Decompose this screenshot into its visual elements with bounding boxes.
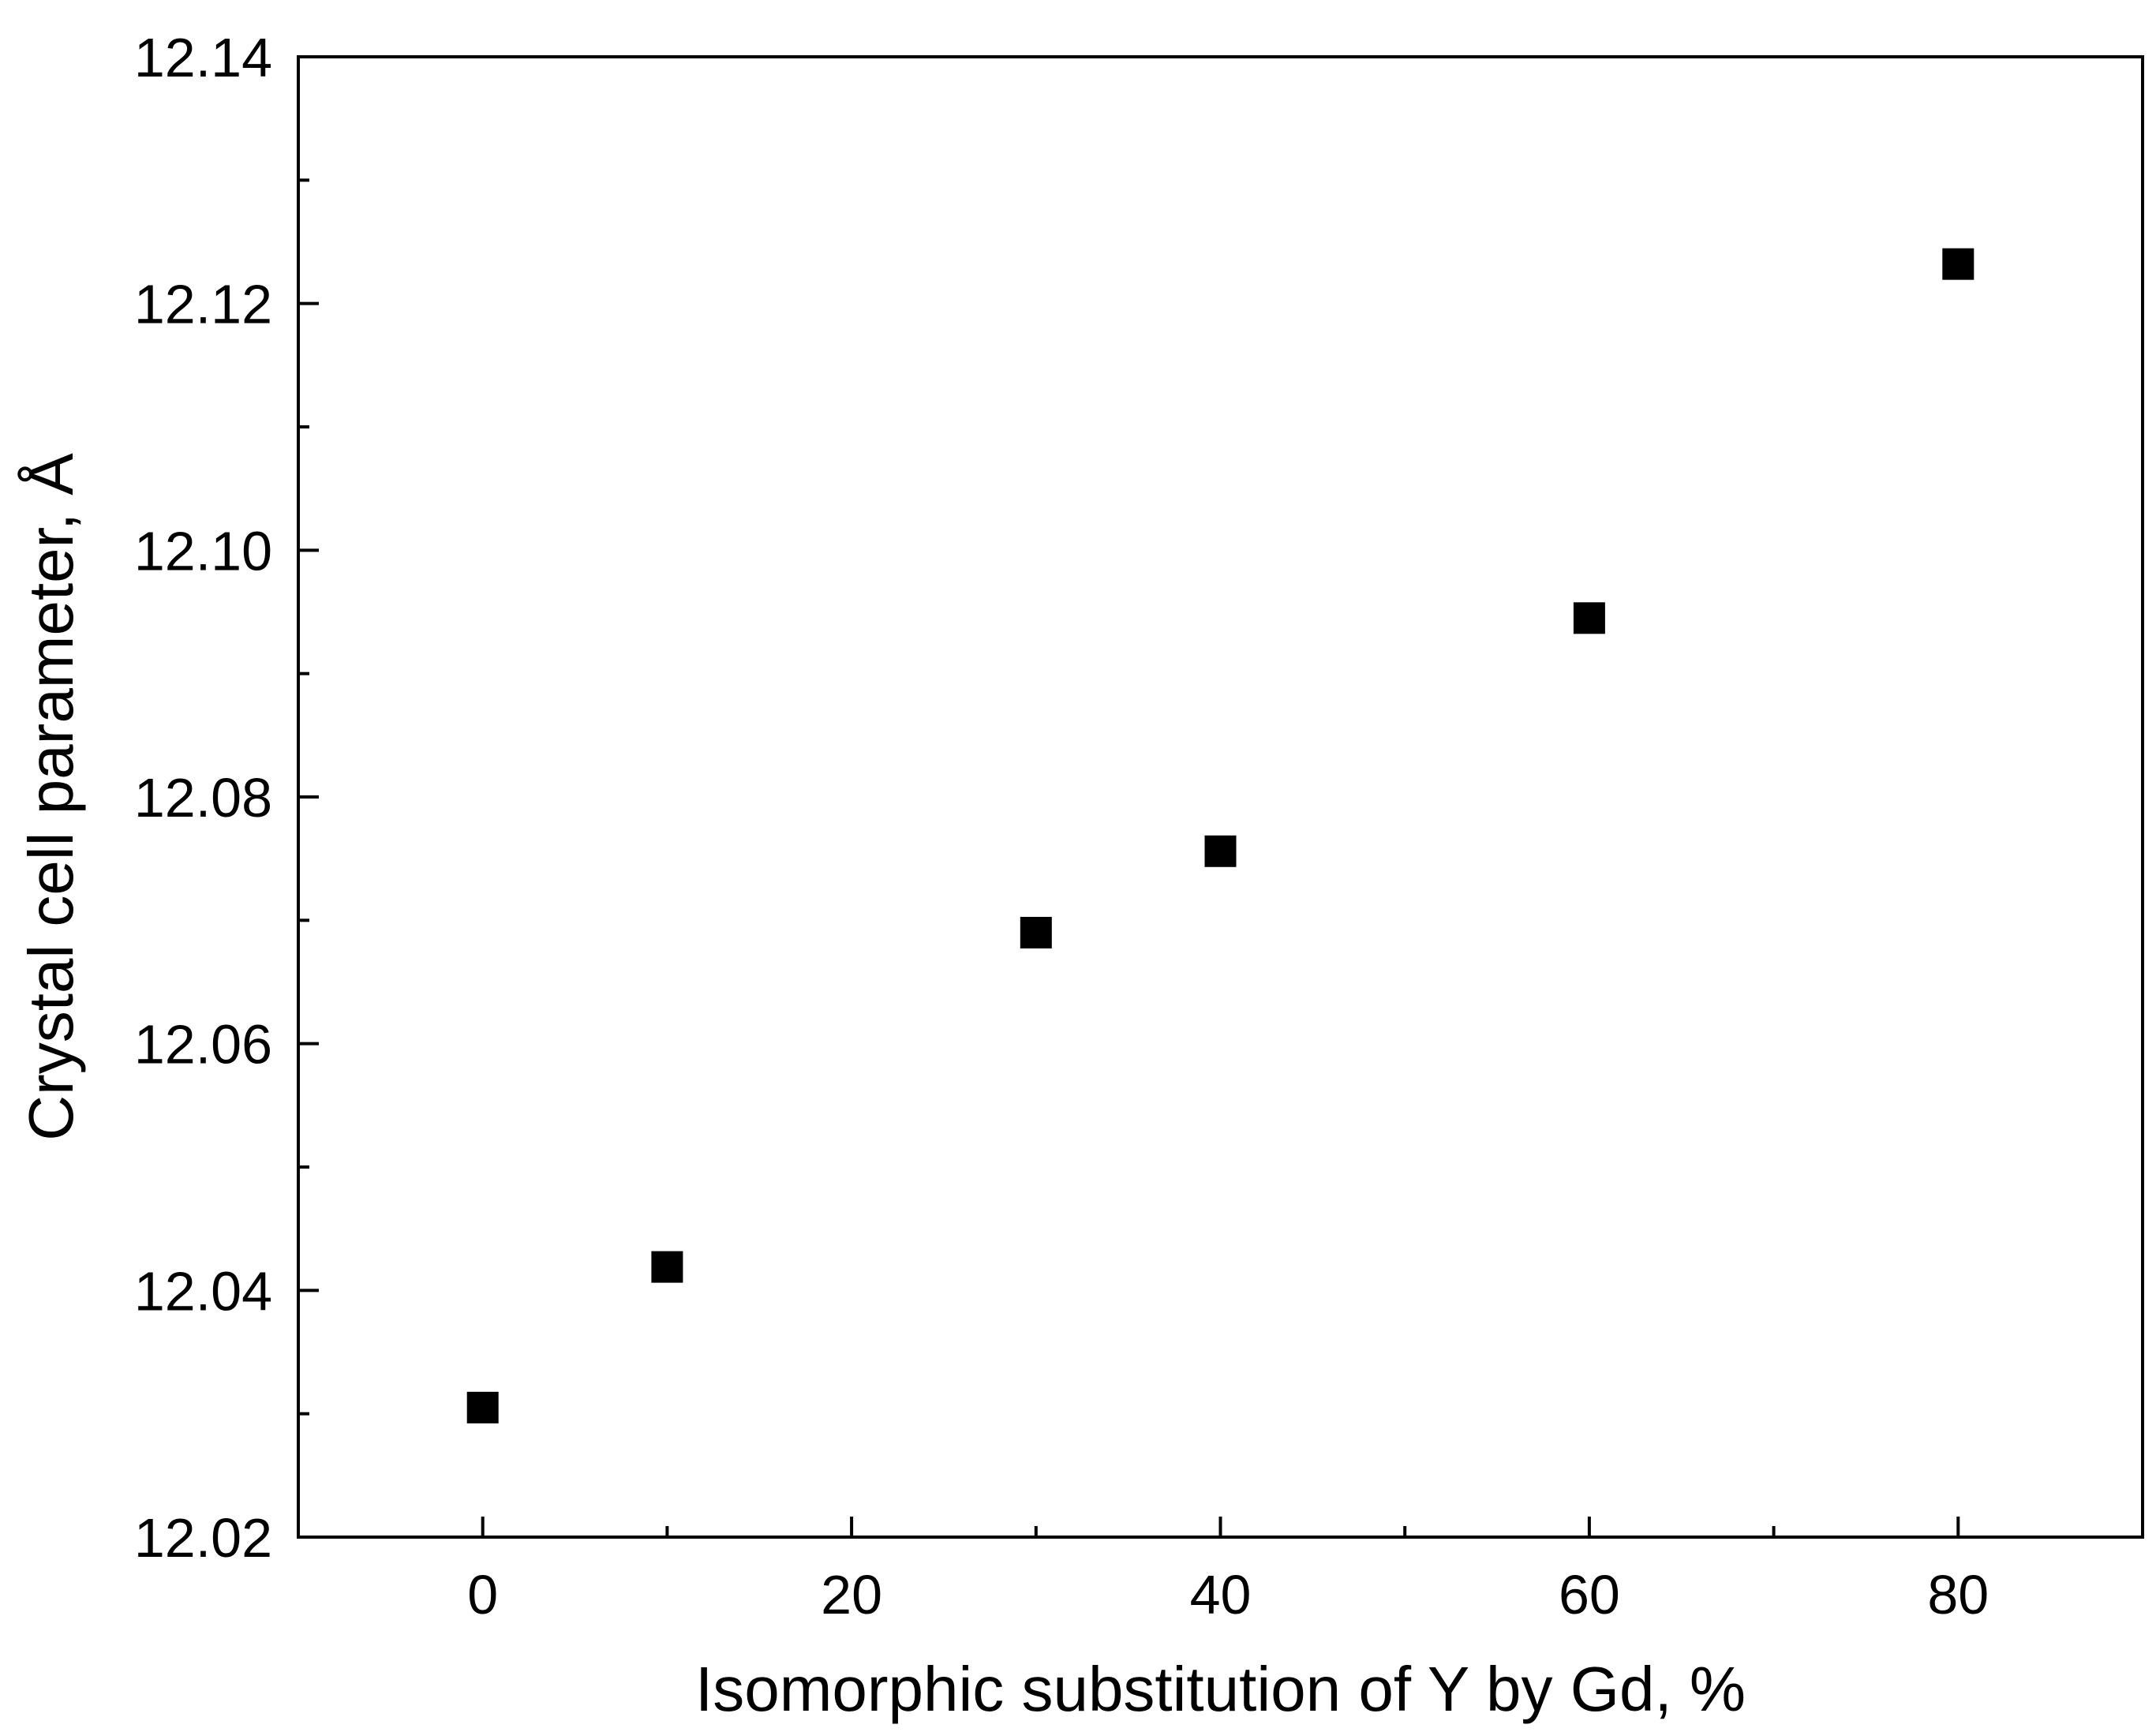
data-point bbox=[651, 1251, 683, 1283]
x-tick-label: 60 bbox=[1559, 1564, 1620, 1625]
y-tick-label: 12.10 bbox=[134, 520, 272, 582]
x-axis-tick-labels: 0 20 40 60 80 bbox=[467, 1564, 1989, 1625]
y-tick-label: 12.14 bbox=[134, 27, 272, 88]
x-axis-ticks bbox=[297, 1517, 2144, 1537]
x-tick-label: 80 bbox=[1927, 1564, 1989, 1625]
y-axis-tick-labels: 12.02 12.04 12.06 12.08 12.10 12.12 12.14 bbox=[134, 27, 272, 1569]
y-tick-label: 12.06 bbox=[134, 1014, 272, 1075]
x-axis-label: Isomorphic substitution of Y by Gd, % bbox=[695, 1654, 1746, 1724]
data-point bbox=[1204, 835, 1237, 867]
y-axis-ticks bbox=[298, 55, 319, 1539]
data-point bbox=[1020, 916, 1052, 948]
data-point bbox=[466, 1391, 499, 1423]
x-tick-label: 40 bbox=[1190, 1564, 1252, 1625]
y-axis-label: Crystal cell parameter, Å bbox=[16, 453, 86, 1141]
y-tick-label: 12.08 bbox=[134, 767, 272, 829]
y-tick-label: 12.12 bbox=[134, 274, 272, 335]
y-tick-label: 12.04 bbox=[134, 1260, 272, 1322]
x-tick-label: 0 bbox=[467, 1564, 498, 1625]
y-tick-label: 12.02 bbox=[134, 1507, 272, 1569]
data-point bbox=[1942, 248, 1974, 280]
data-point bbox=[1573, 602, 1605, 634]
data-points bbox=[466, 248, 1974, 1423]
x-tick-label: 20 bbox=[821, 1564, 882, 1625]
